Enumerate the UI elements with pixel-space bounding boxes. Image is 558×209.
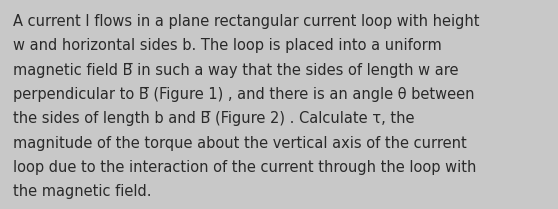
Text: A current I flows in a plane rectangular current loop with height: A current I flows in a plane rectangular… [13, 14, 479, 29]
Text: the sides of length b and B̅ (Figure 2) . Calculate τ, the: the sides of length b and B̅ (Figure 2) … [13, 111, 415, 126]
Text: perpendicular to B̅ (Figure 1) , and there is an angle θ between: perpendicular to B̅ (Figure 1) , and the… [13, 87, 474, 102]
Text: magnetic field B̅ in such a way that the sides of length w are: magnetic field B̅ in such a way that the… [13, 63, 459, 78]
Text: magnitude of the torque about the vertical axis of the current: magnitude of the torque about the vertic… [13, 135, 466, 150]
Text: loop due to the interaction of the current through the loop with: loop due to the interaction of the curre… [13, 160, 477, 175]
Text: the magnetic field.: the magnetic field. [13, 184, 152, 199]
Text: w and horizontal sides b. The loop is placed into a uniform: w and horizontal sides b. The loop is pl… [13, 38, 442, 53]
